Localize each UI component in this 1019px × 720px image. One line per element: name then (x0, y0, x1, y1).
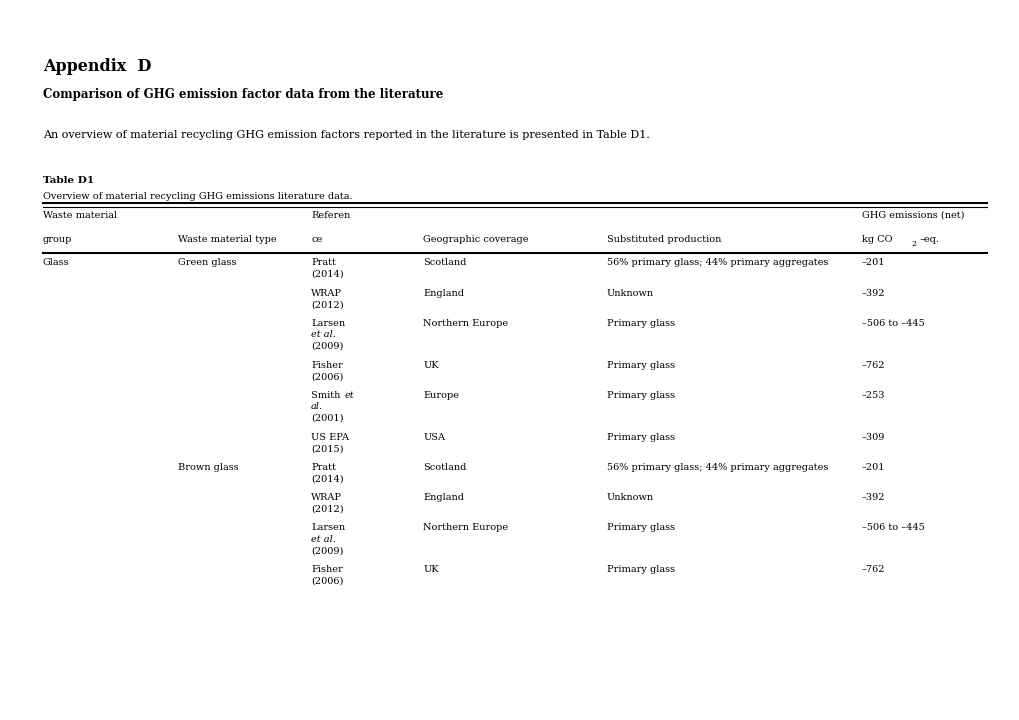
Text: –762: –762 (861, 361, 884, 370)
Text: Smith: Smith (311, 391, 343, 400)
Text: Appendix  D: Appendix D (43, 58, 151, 75)
Text: –762: –762 (861, 565, 884, 575)
Text: Fisher: Fisher (311, 361, 342, 370)
Text: et al.: et al. (311, 330, 335, 340)
Text: Unknown: Unknown (606, 493, 653, 503)
Text: Substituted production: Substituted production (606, 235, 720, 243)
Text: (2006): (2006) (311, 577, 343, 586)
Text: 2: 2 (911, 240, 915, 248)
Text: (2015): (2015) (311, 444, 343, 454)
Text: Green glass: Green glass (178, 258, 236, 268)
Text: Brown glass: Brown glass (178, 463, 239, 472)
Text: US EPA: US EPA (311, 433, 348, 442)
Text: Comparison of GHG emission factor data from the literature: Comparison of GHG emission factor data f… (43, 88, 443, 101)
Text: –eq.: –eq. (919, 235, 940, 243)
Text: WRAP: WRAP (311, 289, 341, 298)
Text: Northern Europe: Northern Europe (423, 523, 507, 533)
Text: 56% primary glass; 44% primary aggregates: 56% primary glass; 44% primary aggregate… (606, 463, 827, 472)
Text: –201: –201 (861, 258, 884, 268)
Text: WRAP: WRAP (311, 493, 341, 503)
Text: (2006): (2006) (311, 372, 343, 382)
Text: 56% primary glass; 44% primary aggregates: 56% primary glass; 44% primary aggregate… (606, 258, 827, 268)
Text: (2014): (2014) (311, 474, 343, 484)
Text: Geographic coverage: Geographic coverage (423, 235, 528, 243)
Text: USA: USA (423, 433, 445, 442)
Text: (2012): (2012) (311, 505, 343, 514)
Text: al.: al. (311, 402, 323, 412)
Text: (2001): (2001) (311, 414, 343, 423)
Text: Glass: Glass (43, 258, 69, 268)
Text: Primary glass: Primary glass (606, 523, 675, 533)
Text: ce: ce (311, 235, 322, 243)
Text: group: group (43, 235, 72, 243)
Text: Larsen: Larsen (311, 319, 344, 328)
Text: Waste material type: Waste material type (178, 235, 277, 243)
Text: kg CO: kg CO (861, 235, 892, 243)
Text: Unknown: Unknown (606, 289, 653, 298)
Text: Fisher: Fisher (311, 565, 342, 575)
Text: Waste material: Waste material (43, 211, 117, 220)
Text: Primary glass: Primary glass (606, 433, 675, 442)
Text: Primary glass: Primary glass (606, 565, 675, 575)
Text: Northern Europe: Northern Europe (423, 319, 507, 328)
Text: (2012): (2012) (311, 300, 343, 310)
Text: (2009): (2009) (311, 342, 343, 351)
Text: Primary glass: Primary glass (606, 319, 675, 328)
Text: Overview of material recycling GHG emissions literature data.: Overview of material recycling GHG emiss… (43, 192, 353, 201)
Text: Scotland: Scotland (423, 463, 467, 472)
Text: –309: –309 (861, 433, 884, 442)
Text: –506 to –445: –506 to –445 (861, 319, 924, 328)
Text: (2014): (2014) (311, 270, 343, 279)
Text: –392: –392 (861, 289, 884, 298)
Text: Larsen: Larsen (311, 523, 344, 533)
Text: England: England (423, 493, 464, 503)
Text: Pratt: Pratt (311, 463, 335, 472)
Text: Referen: Referen (311, 211, 350, 220)
Text: Pratt: Pratt (311, 258, 335, 268)
Text: Europe: Europe (423, 391, 459, 400)
Text: –506 to –445: –506 to –445 (861, 523, 924, 533)
Text: (2009): (2009) (311, 546, 343, 556)
Text: Primary glass: Primary glass (606, 391, 675, 400)
Text: et al.: et al. (311, 535, 335, 544)
Text: Table D1: Table D1 (43, 176, 94, 185)
Text: –392: –392 (861, 493, 884, 503)
Text: Scotland: Scotland (423, 258, 467, 268)
Text: England: England (423, 289, 464, 298)
Text: –253: –253 (861, 391, 884, 400)
Text: –201: –201 (861, 463, 884, 472)
Text: et: et (344, 391, 354, 400)
Text: UK: UK (423, 565, 438, 575)
Text: UK: UK (423, 361, 438, 370)
Text: Primary glass: Primary glass (606, 361, 675, 370)
Text: An overview of material recycling GHG emission factors reported in the literatur: An overview of material recycling GHG em… (43, 130, 649, 140)
Text: GHG emissions (net): GHG emissions (net) (861, 211, 963, 220)
